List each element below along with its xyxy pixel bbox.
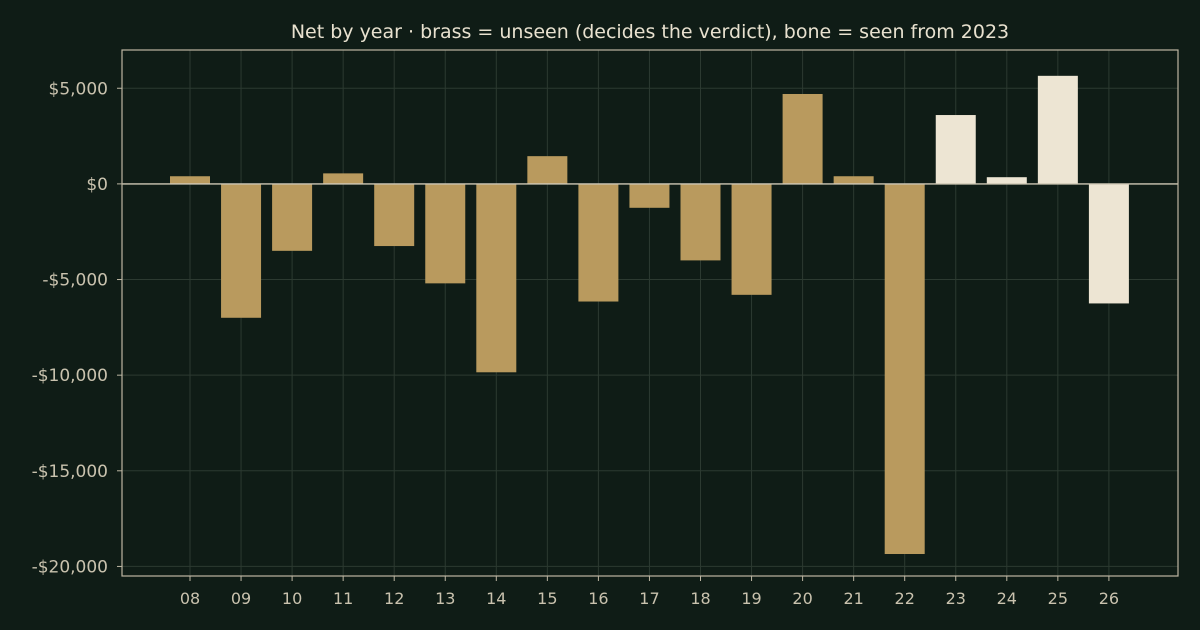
x-tick-label: 10 — [282, 589, 302, 608]
bar-14 — [476, 183, 517, 373]
bar-18 — [680, 183, 721, 261]
y-tick-label: -$10,000 — [32, 366, 108, 386]
y-tick-label: -$5,000 — [42, 271, 108, 291]
bar-11 — [323, 173, 364, 184]
bar-17 — [629, 183, 670, 208]
x-tick-label: 26 — [1099, 589, 1119, 608]
x-tick-label: 12 — [384, 589, 404, 608]
x-tick-label: 08 — [180, 589, 200, 608]
x-tick-label: 11 — [333, 589, 353, 608]
x-tick-label: 17 — [639, 589, 659, 608]
bar-10 — [272, 183, 313, 251]
y-tick-label: $5,000 — [49, 79, 108, 99]
y-tick-labels: $5,000 $0 -$5,000 -$10,000 -$15,000 -$20,000 — [32, 79, 108, 577]
bar-26 — [1088, 183, 1129, 304]
chart-title: Net by year · brass = unseen (decides th… — [291, 21, 1009, 43]
plot-frame — [121, 49, 1179, 577]
grid-lines — [122, 50, 1178, 576]
y-tick-label: $0 — [86, 175, 108, 195]
bar-15 — [527, 156, 568, 184]
bars — [170, 75, 1129, 555]
x-tick-label: 18 — [690, 589, 710, 608]
bar-20 — [782, 93, 823, 184]
x-tick-label: 20 — [792, 589, 812, 608]
x-tick-label: 13 — [435, 589, 455, 608]
x-tick-label: 19 — [741, 589, 761, 608]
x-tick-label: 24 — [997, 589, 1017, 608]
bar-22 — [884, 183, 925, 555]
x-tick-label: 25 — [1048, 589, 1068, 608]
y-tick-label: -$15,000 — [32, 462, 108, 482]
bar-12 — [374, 183, 415, 247]
x-tick-label: 23 — [946, 589, 966, 608]
x-tick-label: 14 — [486, 589, 506, 608]
bar-23 — [935, 115, 976, 184]
bar-25 — [1037, 75, 1078, 184]
bar-08 — [170, 176, 210, 184]
x-tick-label: 22 — [895, 589, 915, 608]
x-tick-label: 15 — [537, 589, 557, 608]
bar-21 — [833, 176, 874, 184]
bar-09 — [221, 183, 262, 318]
x-tick-label: 09 — [231, 589, 251, 608]
x-tick-label: 16 — [588, 589, 608, 608]
x-tick-label: 21 — [843, 589, 863, 608]
bar-13 — [425, 183, 466, 284]
axes — [117, 49, 1179, 581]
x-tick-labels: 08 09 10 11 12 13 14 15 16 17 18 19 20 21 22 23 24 25 26 — [180, 589, 1119, 608]
bar-16 — [578, 183, 619, 302]
bar-19 — [731, 183, 772, 295]
bar-24 — [986, 177, 1027, 184]
y-tick-label: -$20,000 — [32, 557, 108, 577]
